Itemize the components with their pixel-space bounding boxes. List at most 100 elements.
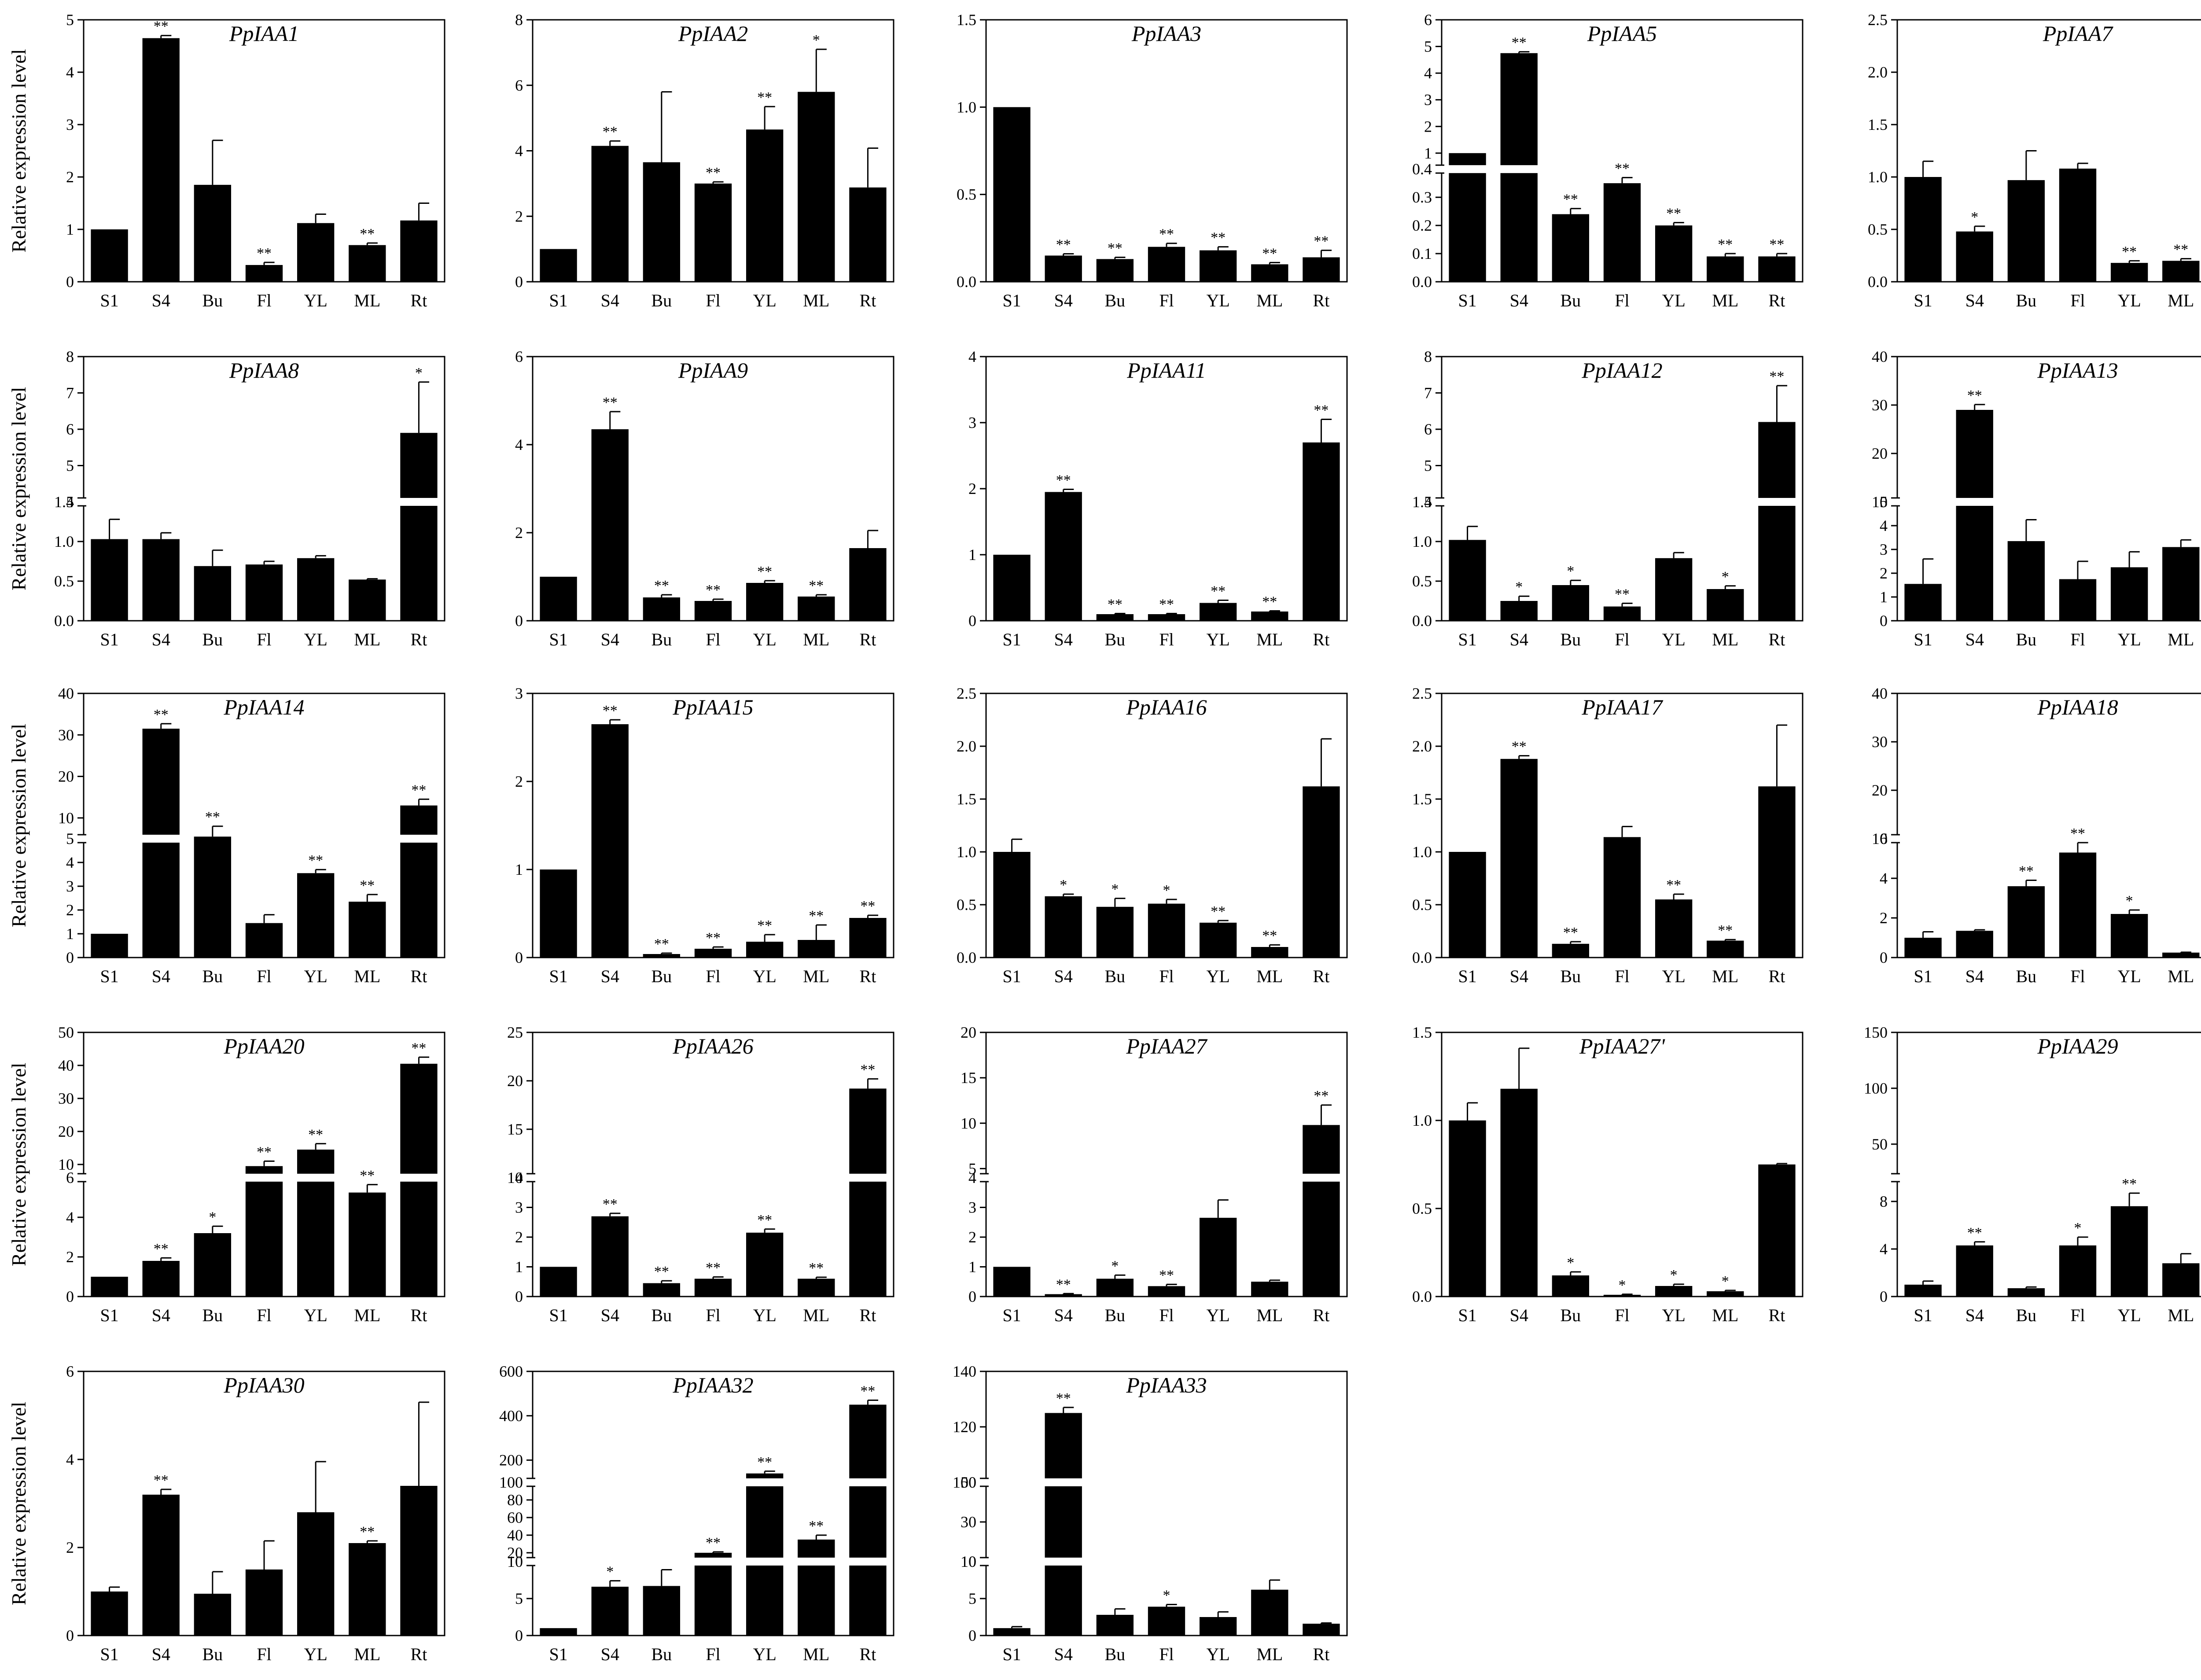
significance-mark: **	[654, 578, 669, 594]
bar-s4	[1045, 1413, 1082, 1636]
y-tick-label: 400	[499, 1407, 523, 1425]
x-tick-label: Rt	[860, 1644, 876, 1664]
y-tick-label: 20	[507, 1544, 523, 1562]
y-tick-label: 4	[66, 1208, 74, 1226]
chart-panel-ppiaa17: PpIAA17 0.0 0.5 1.0 1.5 2.0 2.5 S1 ** S4 ** Bu Fl ** Y…	[1412, 685, 1803, 986]
chart-title: PpIAA33	[1126, 1373, 1207, 1397]
y-tick-label: 10	[1872, 830, 1888, 847]
significance-mark: *	[1722, 569, 1729, 585]
y-tick-label: 6	[515, 77, 523, 94]
significance-mark: **	[411, 782, 426, 798]
y-tick-label: 30	[1872, 396, 1888, 414]
bar-fl	[245, 564, 283, 621]
x-tick-label: S4	[1510, 291, 1528, 310]
y-tick-label: 1.0	[1412, 533, 1432, 550]
x-tick-label: S1	[1458, 966, 1476, 986]
y-tick-label: 4	[1880, 869, 1888, 887]
x-tick-label: Bu	[1105, 291, 1126, 310]
y-tick-label: 0	[515, 273, 523, 291]
bar-break-gap	[400, 498, 438, 506]
x-tick-label: ML	[2168, 1305, 2194, 1325]
significance-mark: **	[154, 1472, 169, 1488]
y-tick-label: 4	[66, 854, 74, 871]
bar-break-gap	[745, 1478, 784, 1486]
y-tick-label: 20	[961, 1024, 976, 1041]
bar-ml	[798, 597, 835, 621]
y-tick-label: 2	[515, 207, 523, 225]
x-tick-label: S4	[601, 1305, 619, 1325]
x-tick-label: YL	[304, 1644, 327, 1664]
x-tick-label: S1	[1914, 966, 1932, 986]
bar-fl	[1603, 606, 1641, 621]
bar-yl	[297, 1149, 335, 1297]
y-tick-label: 50	[58, 1024, 74, 1041]
plot-frame	[985, 1032, 1348, 1297]
x-tick-label: YL	[1662, 966, 1685, 986]
significance-mark: **	[2173, 242, 2188, 258]
significance-mark: *	[1567, 563, 1574, 579]
y-tick-label: 10	[1872, 493, 1888, 511]
x-tick-label: ML	[2168, 966, 2194, 986]
x-tick-label: ML	[354, 966, 380, 986]
significance-mark: *	[2074, 1220, 2082, 1236]
y-tick-label: 5	[66, 11, 74, 29]
bar-ml	[349, 902, 386, 958]
y-tick-label: 1	[515, 1258, 523, 1276]
significance-mark: **	[603, 394, 618, 411]
significance-mark: *	[1971, 209, 1978, 225]
x-tick-label: S1	[1002, 1644, 1021, 1664]
bar-ml	[1251, 264, 1288, 282]
x-tick-label: ML	[803, 291, 829, 310]
bar-yl	[1199, 922, 1237, 958]
x-tick-label: YL	[1206, 291, 1229, 310]
bar-s1	[993, 1267, 1031, 1297]
x-tick-label: S4	[1054, 291, 1073, 310]
bar-ml	[1251, 612, 1288, 621]
bar-fl	[1148, 247, 1185, 282]
significance-mark: **	[308, 1127, 323, 1143]
x-tick-label: Fl	[2070, 291, 2085, 310]
significance-mark: **	[1563, 192, 1578, 208]
bar-ml	[798, 1278, 835, 1297]
bar-rt	[1303, 1125, 1340, 1297]
x-tick-label: S1	[1914, 291, 1932, 310]
y-tick-label: 4	[66, 63, 74, 81]
bar-rt	[400, 1486, 438, 1636]
y-tick-label: 0.5	[1868, 221, 1888, 238]
y-tick-label: 3	[1424, 91, 1432, 109]
x-tick-label: YL	[2117, 291, 2141, 310]
significance-mark: **	[1512, 739, 1527, 755]
x-tick-label: YL	[2117, 966, 2141, 986]
bar-ml	[349, 1192, 386, 1297]
significance-mark: **	[809, 578, 824, 594]
bar-s1	[1449, 1120, 1486, 1297]
x-tick-label: YL	[304, 1305, 327, 1325]
bar-bu	[194, 184, 232, 282]
significance-mark: **	[809, 1518, 824, 1534]
significance-mark: **	[2070, 825, 2085, 842]
axis-break-gap	[77, 1174, 86, 1182]
bar-bu	[194, 566, 232, 621]
bar-fl	[1603, 837, 1641, 958]
x-tick-label: Bu	[202, 291, 223, 310]
bar-bu	[1096, 1614, 1134, 1636]
x-tick-label: YL	[753, 291, 776, 310]
x-tick-label: Fl	[706, 1305, 720, 1325]
x-tick-label: Bu	[202, 1644, 223, 1664]
bar-rt	[1758, 256, 1796, 282]
y-tick-label: 0	[1880, 612, 1888, 630]
x-tick-label: Rt	[411, 966, 427, 986]
significance-mark: **	[2122, 1176, 2137, 1192]
y-tick-label: 2.5	[1868, 11, 1888, 29]
y-tick-label: 5	[968, 1590, 976, 1607]
bar-bu	[1096, 259, 1134, 282]
x-tick-label: Rt	[1313, 1305, 1330, 1325]
x-tick-label: Bu	[1105, 630, 1126, 649]
significance-mark: **	[706, 1260, 721, 1276]
x-tick-label: YL	[753, 1644, 776, 1664]
x-tick-label: Bu	[202, 630, 223, 649]
x-tick-label: S4	[1965, 291, 1984, 310]
bar-yl	[2110, 1206, 2148, 1297]
y-tick-label: 5	[1424, 457, 1432, 475]
